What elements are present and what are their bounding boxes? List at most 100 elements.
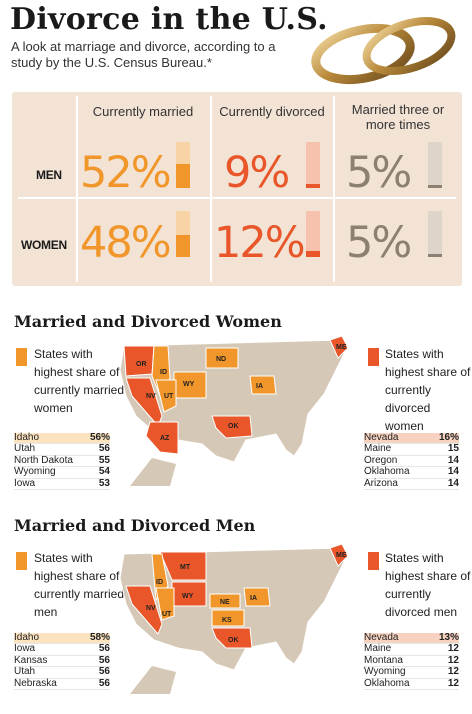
table-row: Idaho 56% (14, 432, 110, 445)
map-label: KS (222, 617, 232, 624)
state-value: 14 (447, 466, 459, 478)
map-label: NE (220, 599, 230, 606)
row-label: WOMEN (21, 238, 67, 252)
percent-gauge-fill (176, 164, 190, 188)
men-married-value: 52% (80, 148, 172, 198)
percent-gauge-fill (306, 251, 320, 257)
state-value: 12 (447, 643, 459, 655)
state-value: 13% (438, 632, 459, 643)
table-row: Maine 15 (364, 443, 459, 456)
column-divider (76, 96, 78, 282)
table-row: Oklahoma 12 (364, 677, 459, 691)
table-row: Utah 56 (14, 666, 110, 679)
state-name: Iowa (14, 643, 36, 655)
map-label: ME (336, 344, 347, 351)
table-row: North Dakota 55 (14, 454, 110, 468)
married-swatch (16, 348, 27, 366)
state-value: 56 (98, 654, 110, 666)
state-name: Wyoming (364, 666, 406, 678)
state-value: 53 (98, 477, 110, 489)
map-label: ID (156, 579, 163, 586)
state-value: 12 (447, 666, 459, 678)
us-map-women: ME OR ID ND WY IA NV UT OK AZ (119, 336, 349, 486)
percent-gauge-fill (306, 184, 320, 188)
state-name: Nevada (364, 432, 399, 443)
state-name: Oklahoma (364, 466, 410, 478)
column-header: Currently divorced (219, 104, 325, 119)
table-row: Oregon 14 (364, 454, 459, 468)
percent-gauge-fill (176, 235, 190, 257)
map-label: ID (160, 369, 167, 376)
divorced-swatch (368, 552, 379, 570)
table-row: Nevada 13% (364, 632, 459, 645)
state-name: Idaho (14, 632, 40, 643)
state-value: 56 (98, 677, 110, 689)
state-value: 56% (89, 432, 110, 443)
women-divorced-value: 12% (214, 218, 306, 268)
summary-panel (12, 92, 462, 286)
map-label: ME (336, 552, 347, 559)
state-value: 12 (447, 654, 459, 666)
map-label: IA (256, 383, 263, 390)
column-divider (210, 96, 212, 282)
women-married-value: 48% (80, 218, 172, 268)
map-label: UT (164, 393, 174, 400)
percent-gauge (176, 142, 190, 188)
divorced-swatch (368, 348, 379, 366)
map-label: WY (183, 381, 195, 388)
state-name: Maine (364, 443, 392, 455)
state-name: Kansas (14, 654, 48, 666)
map-label: OR (136, 361, 147, 368)
state-name: Maine (364, 643, 392, 655)
map-label: AZ (160, 435, 170, 442)
women-three-times-value: 5% (346, 218, 412, 268)
percent-gauge (428, 142, 442, 188)
state-name: Nebraska (14, 677, 57, 689)
men-three-times-value: 5% (346, 148, 412, 198)
table-row: Idaho 58% (14, 632, 110, 645)
map-label: OK (228, 637, 239, 644)
married-swatch (16, 552, 27, 570)
wedding-rings-icon (311, 17, 456, 85)
state-value: 54 (98, 466, 110, 478)
table-row: Montana 12 (364, 654, 459, 668)
percent-gauge (306, 142, 320, 188)
page-subtitle: A look at marriage and divorce, accordin… (11, 39, 276, 70)
table-row: Oklahoma 14 (364, 466, 459, 479)
table-row: Wyoming 12 (364, 666, 459, 679)
state-value: 55 (98, 454, 110, 466)
men-divorced-table: Nevada 13% Maine 12 Montana 12 Wyoming 12 Oklaho… (364, 632, 459, 691)
map-label: IA (250, 595, 257, 602)
men-divorced-value: 9% (224, 148, 290, 198)
state-value: 12 (447, 677, 459, 689)
state-value: 56 (98, 643, 110, 655)
column-header: Currently married (92, 104, 194, 119)
state-name: Oregon (364, 454, 398, 466)
percent-gauge (176, 211, 190, 257)
state-name: Wyoming (14, 466, 56, 478)
state-name: Arizona (364, 477, 398, 489)
divorced-legend: States with highest share of currently d… (385, 551, 471, 619)
state-name: Montana (364, 654, 403, 666)
women-divorced-table: Nevada 16% Maine 15 Oregon 14 Oklahoma 14 Arizon… (364, 432, 459, 491)
row-label: MEN (36, 168, 62, 182)
state-name: Idaho (14, 432, 40, 443)
percent-gauge (306, 211, 320, 257)
map-label: WY (182, 593, 194, 600)
map-label: MT (180, 564, 191, 571)
state-value: 16% (438, 432, 459, 443)
state-name: Oklahoma (364, 677, 410, 689)
map-label: ND (216, 356, 226, 363)
table-row: Maine 12 (364, 643, 459, 656)
women-section-title: Married and Divorced Women (14, 312, 282, 331)
table-row: Utah 56 (14, 443, 110, 456)
state-name: North Dakota (14, 454, 73, 466)
table-row: Nebraska 56 (14, 677, 110, 691)
page-title: Divorce in the U.S. (10, 2, 328, 37)
table-row: Wyoming 54 (14, 466, 110, 479)
divorced-legend: States with highest share of currently d… (385, 347, 471, 433)
table-row: Nevada 16% (364, 432, 459, 445)
us-map-men: ME MT ID WY NE IA NV UT KS OK (119, 544, 349, 694)
state-name: Utah (14, 666, 36, 678)
row-divider (18, 197, 456, 199)
